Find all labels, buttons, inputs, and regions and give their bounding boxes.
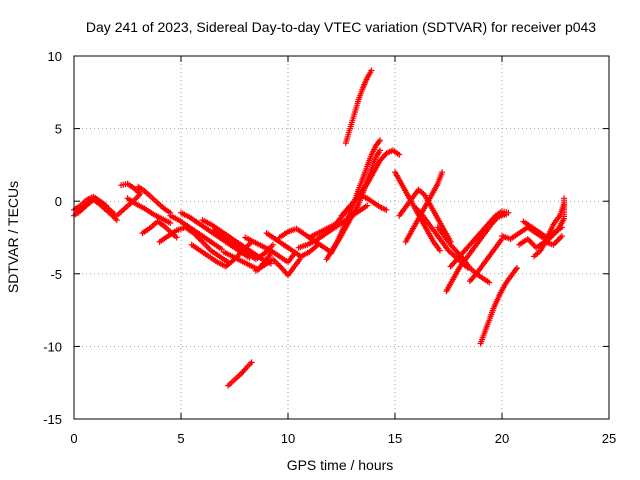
series-track-al xyxy=(531,201,568,260)
data-markers xyxy=(71,67,568,389)
marker-path xyxy=(252,254,304,279)
series-track-f xyxy=(135,183,174,216)
x-tick-label: 15 xyxy=(388,431,402,446)
marker-path xyxy=(447,208,512,270)
marker-path xyxy=(466,236,505,285)
x-tick-label: 5 xyxy=(177,431,184,446)
y-tick-label: 10 xyxy=(48,49,62,64)
grid xyxy=(74,56,609,419)
series-track-ah xyxy=(477,265,520,347)
marker-path xyxy=(477,265,520,347)
series-track-af xyxy=(447,208,512,270)
series-track-i xyxy=(167,212,225,253)
y-tick-label: -5 xyxy=(50,267,62,282)
plot-frame xyxy=(73,55,610,420)
marker-path xyxy=(263,230,321,260)
x-tick-labels: 0 5 10 15 20 25 xyxy=(70,431,616,446)
x-tick-label: 10 xyxy=(281,431,295,446)
series-track-o xyxy=(225,359,255,389)
marker-path xyxy=(342,67,375,147)
marker-path xyxy=(531,201,568,260)
series-track-ab xyxy=(402,169,446,245)
y-tick-label: 5 xyxy=(55,122,62,137)
marker-path xyxy=(242,234,298,266)
x-axis-label: GPS time / hours xyxy=(287,457,394,473)
series-track-q xyxy=(252,254,304,279)
y-tick-label: -15 xyxy=(43,412,62,427)
x-tick-label: 20 xyxy=(495,431,509,446)
series-track-y xyxy=(342,67,375,147)
series-track-r xyxy=(263,230,321,260)
y-tick-labels: -15 -10 -5 0 5 10 xyxy=(43,49,62,427)
series-track-p xyxy=(242,234,298,266)
y-axis-label: SDTVAR / TECUs xyxy=(5,181,21,293)
marker-path xyxy=(124,195,174,226)
y-tick-label: -10 xyxy=(43,339,62,354)
series-track-e xyxy=(124,195,174,226)
marker-path xyxy=(135,183,174,216)
x-tick-label: 25 xyxy=(602,431,616,446)
marker-path xyxy=(402,169,446,245)
x-tick-label: 0 xyxy=(70,431,77,446)
series-track-ag xyxy=(466,236,505,285)
series-track-x xyxy=(338,147,403,219)
marker-path xyxy=(167,212,225,253)
marker-path xyxy=(338,147,403,219)
y-tick-label: 0 xyxy=(55,194,62,209)
chart-title: Day 241 of 2023, Sidereal Day-to-day VTE… xyxy=(86,19,596,35)
marker-path xyxy=(225,359,255,389)
